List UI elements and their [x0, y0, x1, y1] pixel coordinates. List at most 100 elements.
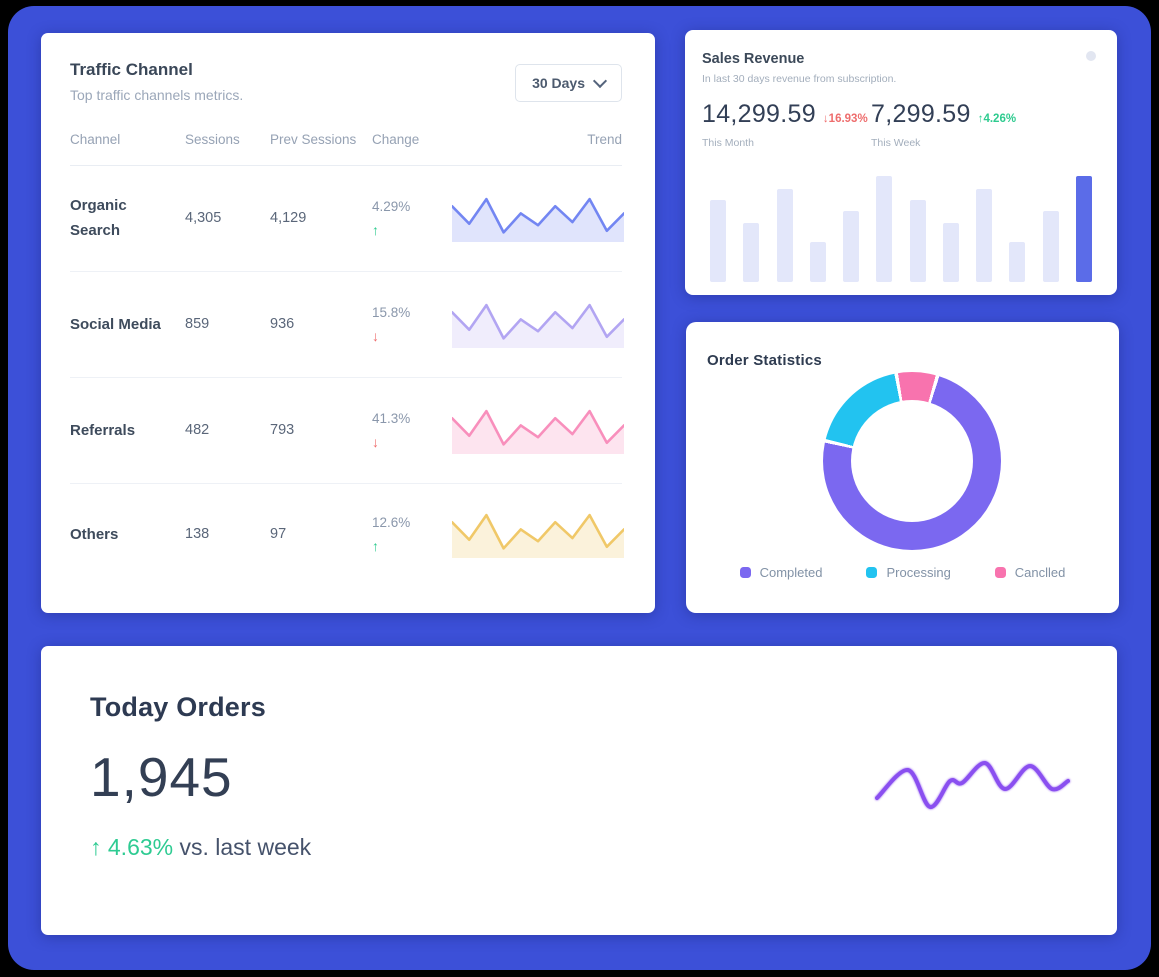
trend-sparkline: [452, 407, 624, 454]
order-statistics-card: Order Statistics Completed Processing Canc…: [686, 322, 1119, 613]
revenue-bar: [942, 222, 959, 282]
period-dropdown-label: 30 Days: [532, 75, 585, 91]
channel-name: Social Media: [70, 315, 161, 333]
card-title: Today Orders: [90, 692, 266, 722]
menu-dot-icon[interactable]: [1086, 51, 1096, 61]
revenue-bar-chart: [710, 176, 1092, 282]
traffic-channel-table: Channel Sessions Prev Sessions Change Tr…: [41, 126, 655, 585]
legend-swatch-icon: [994, 567, 1006, 578]
trend-sparkline: [452, 195, 624, 242]
sparkline-svg: [452, 197, 624, 242]
revenue-bar: [776, 188, 793, 282]
column-header-sessions: Sessions: [185, 132, 240, 147]
trend-sparkline: [452, 511, 624, 558]
traffic-channel-header: Traffic Channel Top traffic channels met…: [41, 33, 655, 103]
stat-label: This Month: [702, 137, 754, 149]
traffic-channel-heading: Traffic Channel Top traffic channels met…: [70, 60, 243, 103]
today-orders-delta-line: ↑ 4.63% vs. last week: [90, 834, 1117, 861]
card-title: Order Statistics: [707, 352, 822, 369]
card-title: Sales Revenue: [702, 51, 805, 67]
sparkline-svg: [452, 303, 624, 348]
column-header-trend: Trend: [587, 132, 622, 147]
column-header-channel: Channel: [70, 132, 121, 147]
sparkline-svg: [452, 513, 624, 558]
change-cell: 15.8% ↓: [372, 304, 452, 345]
arrow-up-icon: ↑: [372, 222, 379, 239]
change-percent: 15.8%: [372, 304, 411, 320]
column-header-change: Change: [372, 132, 420, 147]
revenue-bar: [809, 241, 826, 282]
prev-sessions-value: 936: [270, 316, 295, 333]
revenue-bar: [1075, 176, 1092, 282]
legend-label: Processing: [886, 565, 951, 580]
prev-sessions-value: 97: [270, 526, 287, 543]
sparkline-svg: [875, 761, 1070, 809]
sessions-value: 4,305: [185, 210, 222, 227]
period-dropdown-button[interactable]: 30 Days: [515, 64, 622, 102]
channel-name: Others: [70, 525, 119, 543]
revenue-bar: [976, 188, 993, 282]
traffic-channel-card: Traffic Channel Top traffic channels met…: [41, 33, 655, 613]
sales-revenue-card: Sales Revenue In last 30 days revenue fr…: [685, 30, 1117, 295]
legend-item-processing[interactable]: Processing: [866, 565, 951, 580]
revenue-bar: [743, 222, 760, 282]
donut-legend: Completed Processing Canclled: [686, 565, 1119, 580]
table-row: Social Media 859 936 15.8% ↓: [70, 272, 624, 378]
arrow-down-icon: ↓: [372, 434, 379, 451]
prev-sessions-value: 4,129: [270, 210, 307, 227]
revenue-bar: [710, 200, 726, 282]
card-title: Traffic Channel: [70, 60, 193, 79]
sales-revenue-stats: 14,299.59 ↓16.93% This Month 7,299.59 ↑4…: [702, 100, 1093, 149]
trend-sparkline: [452, 301, 624, 348]
today-orders-value: 1,945: [90, 746, 233, 808]
change-percent: 41.3%: [372, 410, 411, 426]
change-cell: 12.6% ↑: [372, 514, 452, 555]
stat-line: 14,299.59 ↓16.93%: [702, 100, 871, 129]
stat-line: 7,299.59 ↑4.26%: [871, 100, 1040, 129]
change-cell: 4.29% ↑: [372, 198, 452, 239]
delta-suffix: vs. last week: [173, 834, 312, 860]
legend-label: Canclled: [1014, 565, 1066, 580]
orders-trend-sparkline: [871, 754, 1071, 818]
table-row: Organic Search 4,305 4,129 4.29% ↑: [70, 166, 624, 272]
legend-label: Completed: [759, 565, 823, 580]
stat-label: This Week: [871, 137, 921, 149]
change-percent: 12.6%: [372, 514, 411, 530]
change-cell: 41.3% ↓: [372, 410, 452, 451]
column-header-prev-sessions: Prev Sessions: [270, 132, 357, 147]
chevron-down-icon: [592, 73, 608, 88]
table-row: Referrals 482 793 41.3% ↓: [70, 378, 624, 484]
order-statistics-donut-chart: [823, 372, 1001, 550]
card-subtitle: In last 30 days revenue from subscriptio…: [702, 73, 897, 85]
revenue-bar: [909, 200, 926, 282]
stat-value: 7,299.59: [871, 100, 971, 128]
channel-name: Referrals: [70, 421, 136, 439]
stat-delta-down: ↓16.93%: [822, 113, 868, 125]
sessions-value: 482: [185, 422, 210, 439]
channel-name: Organic Search: [70, 196, 127, 240]
arrow-down-icon: ↓: [372, 328, 379, 345]
stat-block-week: 7,299.59 ↑4.26% This Week: [871, 100, 1040, 149]
today-orders-card: Today Orders 1,945 ↑ 4.63% vs. last week: [41, 646, 1117, 935]
stat-delta-up: ↑4.26%: [977, 113, 1017, 125]
change-percent: 4.29%: [372, 198, 411, 214]
stat-value: 14,299.59: [702, 100, 816, 128]
revenue-bar: [876, 176, 893, 282]
revenue-bar: [843, 210, 860, 282]
delta-up-percent: ↑ 4.63%: [90, 834, 174, 860]
sessions-value: 859: [185, 316, 210, 333]
prev-sessions-value: 793: [270, 422, 295, 439]
legend-swatch-icon: [866, 567, 878, 578]
legend-item-completed[interactable]: Completed: [739, 565, 823, 580]
revenue-bar: [1042, 210, 1059, 282]
sessions-value: 138: [185, 526, 210, 543]
legend-swatch-icon: [739, 567, 751, 578]
stat-block-month: 14,299.59 ↓16.93% This Month: [702, 100, 871, 149]
card-subtitle: Top traffic channels metrics.: [70, 87, 244, 103]
table-row: Others 138 97 12.6% ↑: [70, 484, 624, 585]
table-header-row: Channel Sessions Prev Sessions Change Tr…: [70, 126, 622, 166]
revenue-bar: [1009, 241, 1026, 282]
arrow-up-icon: ↑: [372, 538, 379, 555]
legend-item-canclled[interactable]: Canclled: [994, 565, 1066, 580]
